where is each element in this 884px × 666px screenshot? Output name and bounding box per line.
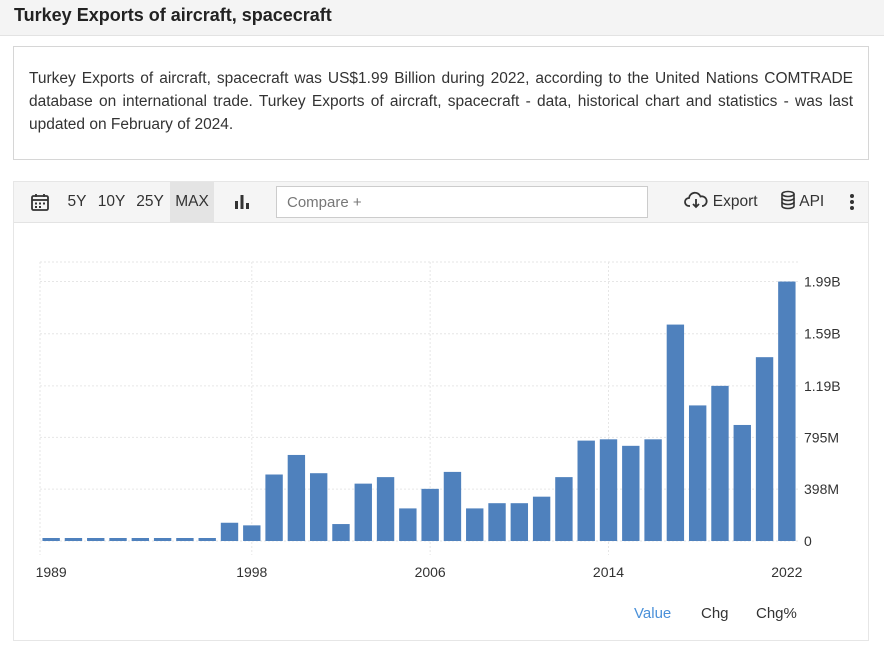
- bar-2021[interactable]: [755, 357, 774, 541]
- x-tick-label: 2022: [771, 564, 802, 580]
- description-box: Turkey Exports of aircraft, spacecraft w…: [13, 46, 869, 160]
- bar-1999[interactable]: [265, 474, 283, 541]
- bar-2000[interactable]: [287, 454, 306, 541]
- bar-2019[interactable]: [711, 385, 729, 541]
- bar-2006[interactable]: [421, 488, 439, 541]
- bar-2016[interactable]: [644, 439, 662, 541]
- bar-2022[interactable]: [778, 281, 796, 541]
- bar-1990[interactable]: [64, 538, 83, 541]
- compare-input[interactable]: [276, 186, 648, 218]
- more-options-icon[interactable]: [842, 182, 862, 222]
- bar-1991[interactable]: [87, 538, 105, 541]
- database-icon: [780, 190, 795, 210]
- bar-1998[interactable]: [243, 525, 261, 541]
- bar-2014[interactable]: [599, 439, 618, 541]
- legend-chg-toggle[interactable]: Chg: [701, 605, 729, 622]
- bar-1993[interactable]: [131, 538, 150, 541]
- bar-2011[interactable]: [532, 496, 551, 541]
- bar-2015[interactable]: [622, 445, 640, 541]
- page-header: Turkey Exports of aircraft, spacecraft: [0, 0, 884, 36]
- bar-1996[interactable]: [198, 538, 216, 541]
- range-25y-button[interactable]: 25Y: [136, 193, 164, 210]
- x-tick-label: 2006: [415, 564, 446, 580]
- bar-2018[interactable]: [688, 405, 707, 541]
- page-title: Turkey Exports of aircraft, spacecraft: [14, 5, 332, 25]
- bar-2005[interactable]: [399, 508, 417, 541]
- bar-1994[interactable]: [153, 538, 172, 541]
- cloud-download-icon: [684, 191, 708, 209]
- y-tick-label: 1.59B: [804, 326, 841, 342]
- bar-2004[interactable]: [376, 477, 395, 541]
- y-tick-label: 398M: [804, 481, 839, 497]
- y-tick-label: 0: [804, 533, 812, 549]
- bar-1995[interactable]: [176, 538, 194, 541]
- api-button[interactable]: API: [774, 182, 830, 222]
- chart-type-icon[interactable]: [226, 182, 258, 222]
- y-tick-label: 1.19B: [804, 378, 841, 394]
- bar-2007[interactable]: [443, 471, 462, 541]
- bar-2009[interactable]: [488, 503, 506, 541]
- y-tick-label: 795M: [804, 429, 839, 445]
- range-5y-button[interactable]: 5Y: [67, 193, 87, 210]
- bar-1992[interactable]: [109, 538, 127, 541]
- export-button[interactable]: Export: [682, 182, 760, 222]
- range-max-button[interactable]: MAX: [170, 182, 214, 222]
- x-tick-label: 2014: [593, 564, 624, 580]
- bar-1989[interactable]: [42, 538, 60, 541]
- y-tick-label: 1.99B: [804, 274, 841, 290]
- api-label: API: [799, 193, 825, 210]
- bar-2017[interactable]: [666, 324, 685, 541]
- bar-1997[interactable]: [220, 522, 239, 541]
- legend-value-toggle[interactable]: Value: [634, 605, 672, 622]
- legend-chgpct-toggle[interactable]: Chg%: [756, 605, 797, 622]
- bar-2003[interactable]: [354, 483, 372, 541]
- chart-toolbar: 5Y 10Y 25Y MAX Export: [14, 182, 868, 223]
- bar-2001[interactable]: [309, 473, 328, 541]
- bar-2020[interactable]: [733, 424, 751, 541]
- range-10y-button[interactable]: 10Y: [97, 193, 126, 210]
- bar-2008[interactable]: [466, 508, 484, 541]
- calendar-icon[interactable]: [24, 182, 56, 222]
- bar-2012[interactable]: [555, 477, 573, 541]
- export-label: Export: [712, 193, 758, 210]
- bar-2002[interactable]: [332, 524, 350, 541]
- description-text: Turkey Exports of aircraft, spacecraft w…: [29, 70, 853, 133]
- x-tick-label: 1998: [236, 564, 267, 580]
- bar-2010[interactable]: [510, 503, 529, 541]
- x-tick-label: 1989: [36, 564, 67, 580]
- bar-2013[interactable]: [577, 440, 595, 541]
